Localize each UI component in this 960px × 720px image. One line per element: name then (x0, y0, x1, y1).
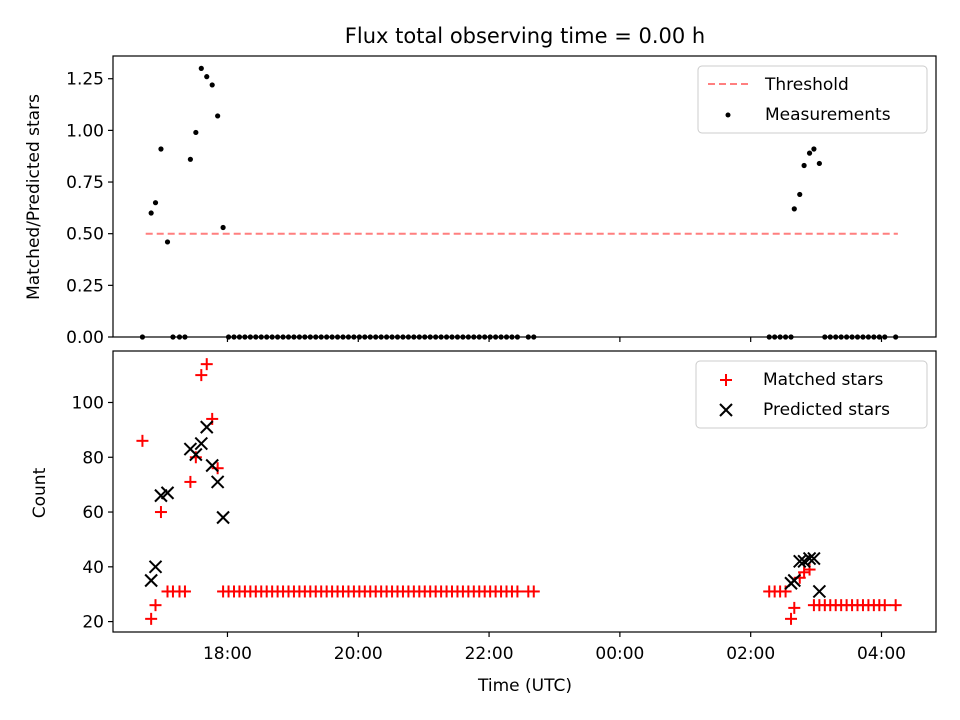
top-panel: Flux total observing time = 0.00 h Match… (24, 24, 937, 348)
measurement-point (152, 200, 159, 206)
measurement-point (215, 113, 221, 119)
predicted-star-point (194, 436, 209, 451)
measurement-point (193, 129, 199, 136)
predicted-star-point (200, 420, 214, 434)
legend-frame (697, 65, 928, 134)
bottom-ytick-label: 60 (82, 503, 104, 523)
predicted-star-point (148, 560, 163, 574)
bottom-plot-frame (112, 350, 937, 633)
predicted-star-point (802, 551, 817, 566)
matched-star-point (189, 451, 202, 464)
measurement-point (220, 224, 226, 231)
top-ytick-label: 0.25 (66, 276, 104, 296)
bottom-xtick-label: 02:00 (726, 644, 775, 664)
legend-frame (695, 360, 928, 429)
matched-star-point (878, 599, 891, 612)
matched-star-point (149, 599, 162, 612)
predicted-star-point (812, 584, 827, 599)
matched-star-point (527, 585, 540, 598)
legend-label-threshold: Threshold (764, 75, 849, 95)
bottom-ytick-label: 80 (82, 448, 104, 468)
measurement-point (187, 156, 193, 162)
top-y-ticks: 0.00 0.25 0.50 0.75 1.00 1.25 (66, 70, 113, 348)
matched-star-point (178, 585, 191, 598)
top-plot-frame (112, 55, 937, 338)
matched-star-point (195, 369, 208, 382)
predicted-star-point (189, 447, 203, 462)
bottom-x-ticks: 18:00 20:00 22:00 00:00 02:00 04:00 (203, 632, 906, 664)
measurement-point (801, 162, 807, 169)
bottom-legend: Matched stars Predicted stars (695, 360, 928, 429)
top-ytick-label: 0.00 (66, 328, 104, 348)
bottom-xtick-label: 20:00 (334, 644, 383, 664)
bottom-xtick-label: 18:00 (203, 644, 252, 664)
measurement-point (811, 146, 817, 152)
bottom-xtick-label: 04:00 (857, 644, 906, 664)
matched-star-point (136, 434, 149, 447)
measurement-point (148, 210, 154, 216)
bottom-y-axis-label: Count (30, 467, 50, 518)
measurements-legend-swatch (725, 112, 731, 118)
legend-label-matched: Matched stars (763, 370, 883, 390)
measurement-point (791, 206, 797, 212)
measurement-point (797, 191, 803, 198)
predicted-star-point (216, 510, 230, 525)
predicted-star-point (793, 554, 807, 569)
matched-star-point (779, 585, 792, 598)
matched-star-point (511, 585, 524, 598)
predicted-star-point (787, 573, 801, 588)
matched-star-point (785, 612, 798, 625)
measurement-point (158, 146, 164, 152)
bottom-xtick-label: 00:00 (595, 644, 644, 664)
measurement-point (209, 82, 215, 88)
bottom-panel: Count 20 40 60 80 100 18:00 20:00 22:00 00:00 02… (30, 350, 937, 696)
measurement-point (198, 65, 204, 71)
measurement-point (204, 74, 210, 80)
matched-star-point (184, 475, 197, 488)
measurement-point (806, 150, 813, 156)
top-ytick-label: 0.50 (66, 225, 104, 245)
matched-star-point (154, 506, 167, 519)
bottom-ytick-label: 40 (82, 558, 104, 578)
top-ytick-label: 1.00 (66, 121, 104, 141)
top-ytick-label: 1.25 (66, 70, 104, 90)
bottom-ytick-label: 20 (82, 613, 104, 633)
matched-star-point (200, 358, 213, 371)
bottom-xtick-label: 22:00 (465, 644, 514, 664)
bottom-y-ticks: 20 40 60 80 100 (72, 393, 113, 633)
matched-star-point (803, 563, 816, 576)
x-axis-label: Time (UTC) (477, 676, 572, 696)
top-legend: Threshold Measurements (697, 65, 928, 134)
matched-star-point (889, 599, 902, 612)
measurement-point (164, 239, 171, 245)
predicted-star-point (144, 573, 158, 588)
matched-star-point (206, 412, 219, 425)
predicted-star-point (160, 486, 175, 500)
top-x-ticks (226, 337, 883, 342)
top-y-axis-label: Matched/Predicted stars (24, 94, 44, 300)
matched-star-point (788, 601, 801, 614)
top-ytick-label: 0.75 (66, 173, 104, 193)
predicted-star-point (807, 551, 821, 566)
predicted-star-point (210, 475, 225, 489)
measurement-point (816, 160, 822, 167)
matched-star-point (798, 566, 811, 579)
matched-star-point (145, 612, 158, 625)
count-points (136, 358, 902, 625)
predicted-star-point (205, 458, 219, 473)
predicted-legend-swatch (719, 403, 733, 417)
legend-label-measurements: Measurements (765, 105, 891, 125)
chart-title: Flux total observing time = 0.00 h (345, 24, 705, 48)
legend-label-predicted: Predicted stars (763, 400, 890, 420)
bottom-ytick-label: 100 (72, 393, 104, 413)
matched-legend-swatch (720, 374, 732, 386)
